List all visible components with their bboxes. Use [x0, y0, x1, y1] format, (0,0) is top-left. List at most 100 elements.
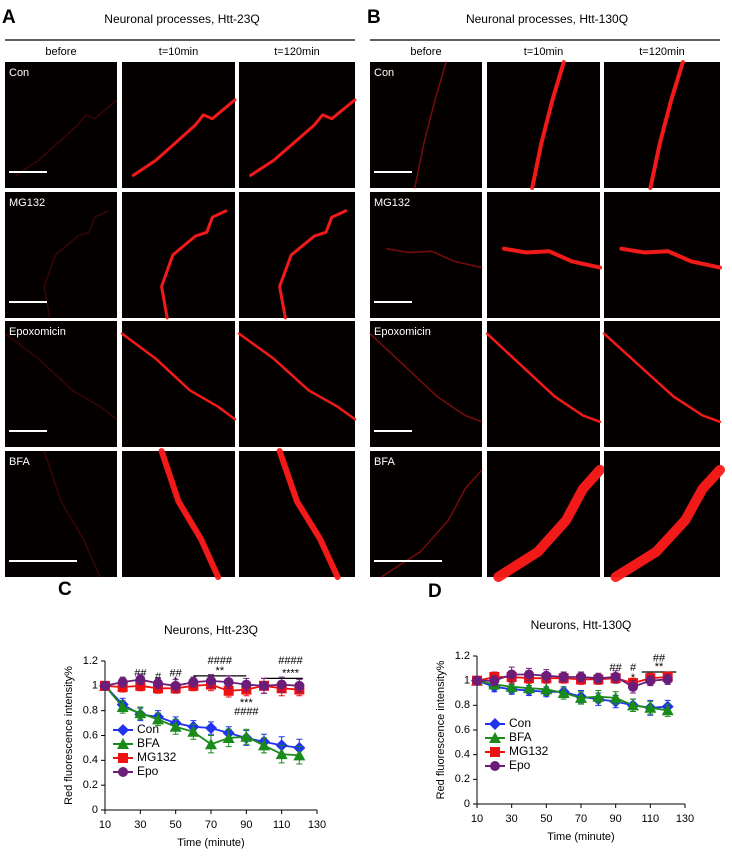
significance-mark: ****	[282, 667, 300, 679]
data-point	[240, 730, 253, 742]
chart-title: Neurons, Htt-130Q	[531, 618, 632, 632]
micrograph	[487, 192, 600, 318]
data-point	[592, 690, 605, 702]
y-tick-label: 0	[92, 804, 98, 816]
y-axis-label: Red fluorescence intensity%	[435, 660, 447, 799]
legend-label: BFA	[509, 730, 532, 744]
neurite	[493, 464, 605, 582]
significance-mark: ####	[278, 655, 303, 667]
data-point	[205, 722, 217, 735]
legend-label: Con	[509, 716, 531, 730]
data-point	[541, 670, 552, 681]
data-point	[187, 725, 200, 737]
data-point	[489, 675, 500, 686]
y-tick-label: 0.6	[83, 729, 98, 741]
micrograph	[370, 62, 482, 188]
x-axis-label: Time (minute)	[547, 831, 614, 843]
x-tick-label: 30	[134, 819, 146, 831]
significance-mark: #	[155, 671, 162, 683]
neurite	[648, 60, 685, 190]
y-tick-label: 0.4	[455, 749, 470, 761]
data-point	[241, 679, 252, 690]
data-point	[610, 671, 621, 682]
row-label: Con	[374, 67, 394, 79]
data-point	[506, 669, 517, 680]
neurite	[43, 210, 109, 319]
x-tick-label: 50	[540, 813, 552, 825]
micrograph	[122, 62, 235, 188]
data-point	[661, 704, 674, 716]
neurite	[369, 332, 483, 423]
row-label: Epoxomicin	[374, 326, 431, 338]
data-point	[222, 731, 235, 743]
y-tick-label: 0.4	[83, 754, 98, 766]
y-tick-label: 0.2	[83, 779, 98, 791]
data-point	[523, 682, 535, 694]
panel-title: Neuronal processes, Htt-23Q	[104, 12, 259, 26]
data-point	[117, 677, 128, 688]
y-tick-label: 1.2	[83, 655, 98, 667]
data-point	[662, 674, 673, 685]
neurite	[386, 247, 483, 269]
significance-mark: ####	[208, 655, 233, 667]
legend-label: Epo	[509, 758, 531, 772]
data-point	[540, 683, 553, 695]
data-point	[188, 677, 199, 688]
x-tick-label: 70	[205, 819, 217, 831]
data-point	[276, 679, 287, 690]
data-point	[609, 691, 622, 703]
panel-label: C	[58, 579, 72, 600]
x-tick-label: 50	[170, 819, 182, 831]
micrograph	[604, 321, 720, 447]
row-label: BFA	[9, 456, 30, 468]
column-header: t=120min	[639, 46, 685, 58]
neurite	[120, 332, 237, 421]
data-point	[505, 680, 518, 692]
legend-marker	[490, 761, 500, 771]
micrograph	[604, 192, 720, 318]
micrograph	[604, 451, 720, 577]
column-header: before	[45, 46, 76, 58]
row-label: Epoxomicin	[9, 326, 66, 338]
y-tick-label: 0.8	[455, 699, 470, 711]
x-tick-label: 10	[471, 813, 483, 825]
panel-label: B	[367, 7, 381, 28]
data-point	[259, 680, 269, 691]
x-tick-label: 130	[308, 819, 326, 831]
row-label: MG132	[9, 197, 45, 209]
legend-marker	[118, 767, 128, 777]
data-point	[152, 713, 164, 725]
neurite	[15, 99, 118, 177]
significance-mark: ####	[234, 706, 259, 718]
neurite	[4, 332, 118, 421]
row-label: Con	[9, 67, 29, 79]
data-point	[557, 687, 570, 698]
micrograph	[239, 321, 355, 447]
y-tick-label: 1.2	[455, 650, 470, 662]
micrograph	[122, 192, 235, 318]
legend-label: Con	[137, 722, 159, 736]
y-tick-label: 0	[464, 798, 470, 810]
data-point	[472, 675, 482, 686]
micrograph	[239, 451, 355, 577]
significance-mark: ***	[240, 697, 254, 709]
data-point	[223, 677, 234, 688]
legend-label: Epo	[137, 764, 159, 778]
neurite	[278, 209, 348, 320]
neurite	[160, 209, 228, 320]
data-point	[258, 739, 270, 751]
panel-label: D	[428, 581, 442, 602]
legend-marker	[490, 747, 500, 757]
data-point	[223, 685, 234, 696]
x-tick-label: 110	[273, 819, 291, 831]
legend-label: MG132	[509, 744, 549, 758]
x-tick-label: 70	[575, 813, 587, 825]
data-point	[524, 669, 534, 680]
data-point	[593, 673, 604, 684]
neurite	[485, 332, 602, 424]
micrograph	[5, 62, 117, 188]
panel-label: A	[2, 7, 16, 28]
column-header: before	[410, 46, 441, 58]
data-point	[134, 707, 147, 719]
